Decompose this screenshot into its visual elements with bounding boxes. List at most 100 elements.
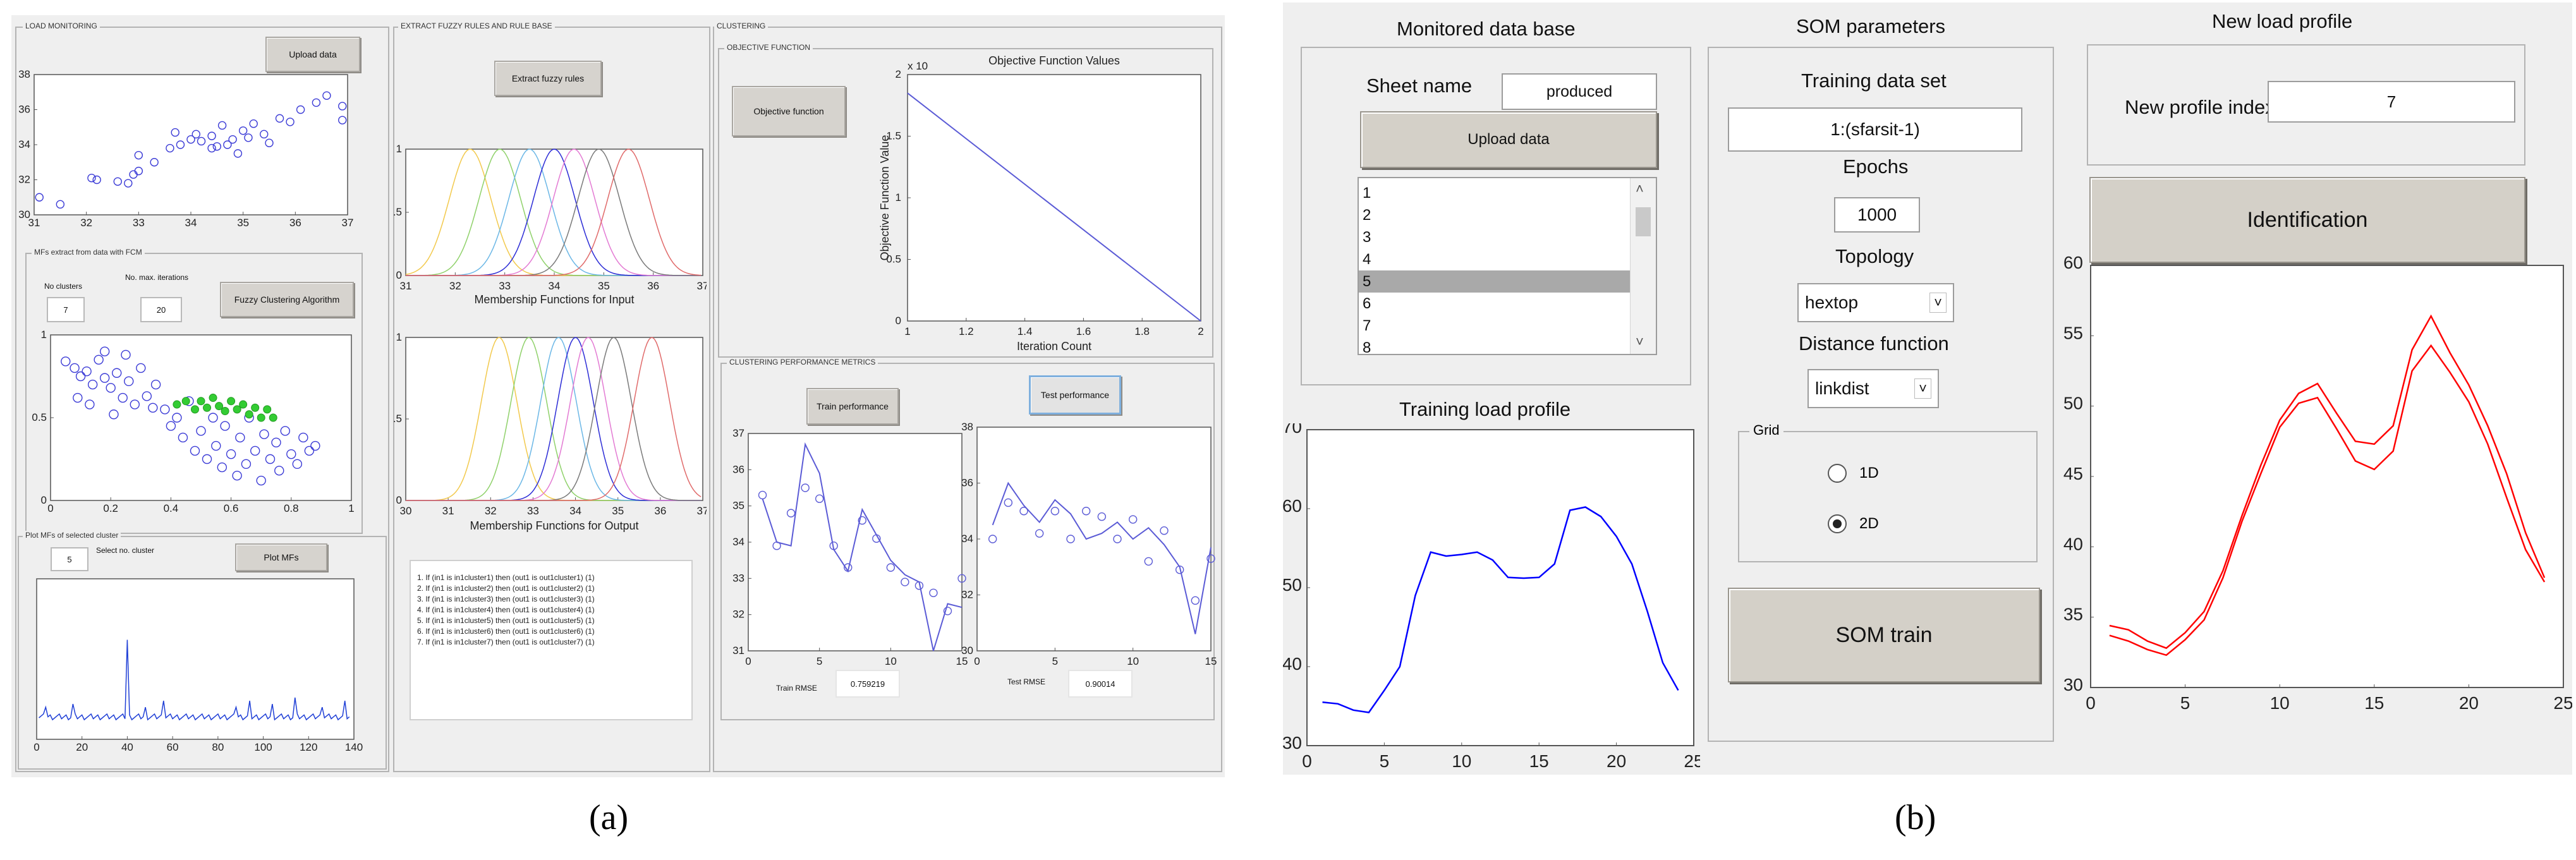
actual-point <box>901 578 909 586</box>
test-rmse-value: 0.90014 <box>1068 670 1133 698</box>
chevron-down-icon[interactable]: ˅ <box>1929 293 1947 313</box>
distance-function-select[interactable]: linkdist ˅ <box>1807 369 1939 408</box>
cluster-center-point <box>251 403 260 412</box>
x-tick-label: 2 <box>1198 325 1203 337</box>
listbox-item[interactable]: 2 <box>1363 207 1371 224</box>
listbox-item[interactable]: 1 <box>1363 185 1371 202</box>
objective-function-button[interactable]: Objective function <box>732 86 846 136</box>
y-tick-label: 60 <box>1283 496 1302 516</box>
grid-radio-1d[interactable]: 1D <box>1828 464 1879 483</box>
x-tick-label: 37 <box>697 280 707 292</box>
listbox-scrollbar[interactable]: ˄ ˅ <box>1630 178 1656 354</box>
y-tick-label: 0 <box>396 494 402 506</box>
cluster-point <box>148 403 158 413</box>
x-tick-label: 32 <box>80 217 92 229</box>
data-point <box>134 150 143 160</box>
fcm-panel-title: MFs extract from data with FCM <box>32 248 145 257</box>
x-tick-label: 1.8 <box>1134 325 1150 337</box>
y-tick-label: 34 <box>19 138 30 150</box>
fcm-algorithm-button[interactable]: Fuzzy Clustering Algorithm <box>220 282 354 317</box>
rule-item: 5. If (in1 is in1cluster5) then (out1 is… <box>417 616 595 625</box>
data-point <box>176 140 185 149</box>
data-point <box>197 136 206 146</box>
cluster-select-input[interactable]: 5 <box>51 547 88 571</box>
grid-radio-2d[interactable]: 2D <box>1828 514 1879 533</box>
prediction-line <box>992 481 1212 634</box>
scrollbar-thumb[interactable] <box>1636 207 1651 236</box>
actual-point <box>758 490 767 500</box>
listbox-item[interactable]: 5 <box>1359 270 1631 293</box>
cluster-point <box>121 349 131 360</box>
extract-fuzzy-rules-button[interactable]: Extract fuzzy rules <box>494 61 602 96</box>
y-tick-label: 50 <box>2063 394 2083 413</box>
topology-select[interactable]: hextop ˅ <box>1797 283 1954 322</box>
topology-label: Topology <box>1835 245 1914 267</box>
y-tick-label: 2 <box>896 68 901 80</box>
data-point <box>238 126 248 135</box>
listbox-item[interactable]: 7 <box>1363 317 1371 334</box>
y-tick-label: 0 <box>41 494 47 506</box>
data-point <box>124 179 133 188</box>
data-point <box>186 135 195 144</box>
y-tick-label: 35 <box>2063 605 2083 624</box>
max-iterations-label: No. max. iterations <box>125 273 189 282</box>
max-iterations-input[interactable]: 20 <box>140 297 182 322</box>
cluster-point <box>241 459 252 469</box>
performance-metrics-panel <box>720 363 1215 720</box>
scroll-down-icon[interactable]: ˅ <box>1636 334 1644 349</box>
listbox-item[interactable]: 4 <box>1363 251 1371 268</box>
som-train-button[interactable]: SOM train <box>1728 588 2040 682</box>
chevron-down-icon[interactable]: ˅ <box>1914 379 1931 399</box>
cluster-point <box>292 459 303 469</box>
load-monitoring-panel <box>15 27 389 772</box>
x-tick-label: 40 <box>121 741 133 753</box>
radio-selected-icon[interactable] <box>1828 514 1847 533</box>
actual-point <box>1113 535 1122 543</box>
select-cluster-label: Select no. cluster <box>96 546 155 555</box>
grid-option-1d-label: 1D <box>1859 464 1879 481</box>
listbox-item[interactable]: 6 <box>1363 295 1371 312</box>
y-tick-label: 33 <box>732 572 744 584</box>
upload-data-button-b[interactable]: Upload data <box>1360 111 1657 168</box>
x-tick-label: 34 <box>185 217 197 229</box>
new-profile-index-label: New profile index <box>2125 96 2275 118</box>
listbox-item[interactable]: 8 <box>1363 339 1371 355</box>
test-rmse-label: Test RMSE <box>1007 677 1046 686</box>
scroll-up-icon[interactable]: ˄ <box>1636 181 1644 197</box>
identification-button[interactable]: Identification <box>2089 177 2525 263</box>
cluster-point <box>256 475 266 486</box>
x-tick-label: 1 <box>904 325 910 337</box>
y-tick-label: 30 <box>1283 733 1302 753</box>
sheet-name-input[interactable]: produced <box>1502 73 1657 110</box>
y-tick-label: 32 <box>961 589 973 601</box>
x-tick-label: 25 <box>2553 693 2572 713</box>
test-performance-button[interactable]: Test performance <box>1029 375 1121 415</box>
x-tick-label: 0 <box>47 502 53 514</box>
plot-mfs-button[interactable]: Plot MFs <box>235 543 327 571</box>
data-point <box>113 177 122 186</box>
y-tick-label: 36 <box>732 463 744 475</box>
upload-data-button-a[interactable]: Upload data <box>265 37 360 72</box>
caption-b: (b) <box>1895 798 1936 837</box>
y-tick-label: 0 <box>396 269 402 281</box>
no-clusters-input[interactable]: 7 <box>47 297 85 322</box>
epochs-input[interactable]: 1000 <box>1834 197 1920 233</box>
train-performance-button[interactable]: Train performance <box>806 388 899 425</box>
x-tick-label: 100 <box>254 741 272 753</box>
training-set-input[interactable]: 1:(sfarsit-1) <box>1728 107 2022 152</box>
actual-point <box>786 509 796 518</box>
new-profile-index-input[interactable]: 7 <box>2268 81 2515 123</box>
plot-mfs-title: Plot MFs of selected cluster <box>23 531 121 540</box>
x-tick-label: 5 <box>1380 751 1390 771</box>
listbox-item[interactable]: 3 <box>1363 229 1371 246</box>
y-tick-label: 37 <box>732 427 744 439</box>
data-point <box>150 158 159 167</box>
x-tick-label: 0.4 <box>164 502 179 514</box>
cluster-point <box>106 383 116 393</box>
profile-listbox[interactable]: 1 2 3 4 5 6 7 8 ˄ ˅ <box>1358 177 1657 355</box>
som-parameters-title: SOM parameters <box>1796 15 1946 37</box>
actual-point <box>929 588 938 597</box>
x-tick-label: 20 <box>76 741 88 753</box>
radio-unselected-icon[interactable] <box>1828 464 1847 483</box>
y-tick-label: 30 <box>961 645 973 657</box>
